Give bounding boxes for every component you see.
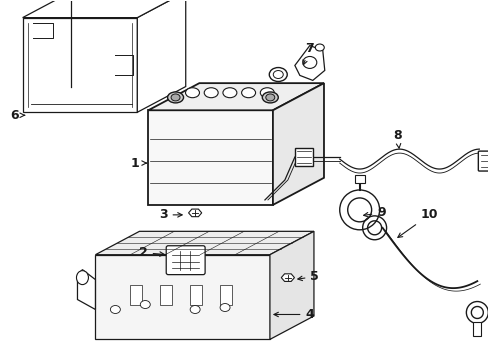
- Polygon shape: [137, 0, 185, 112]
- Text: 8: 8: [392, 129, 401, 148]
- Ellipse shape: [171, 94, 180, 101]
- Text: 2: 2: [139, 246, 164, 259]
- Text: 5: 5: [297, 270, 319, 283]
- Bar: [220, 285, 232, 305]
- Polygon shape: [294, 45, 324, 80]
- Ellipse shape: [220, 303, 229, 311]
- Ellipse shape: [273, 71, 283, 78]
- Bar: [354, 175, 364, 183]
- Bar: [190, 285, 202, 305]
- Text: 1: 1: [131, 157, 146, 170]
- Ellipse shape: [223, 88, 236, 98]
- Text: 10: 10: [397, 208, 437, 238]
- Ellipse shape: [204, 88, 218, 98]
- Ellipse shape: [260, 88, 274, 98]
- Bar: [160, 285, 172, 305]
- Bar: [294, 148, 312, 166]
- Text: 6: 6: [10, 109, 25, 122]
- Ellipse shape: [185, 88, 199, 98]
- Polygon shape: [188, 209, 202, 217]
- Ellipse shape: [302, 57, 316, 68]
- Ellipse shape: [140, 301, 150, 309]
- Polygon shape: [148, 110, 272, 205]
- Polygon shape: [272, 83, 324, 205]
- Polygon shape: [269, 231, 313, 339]
- Text: 4: 4: [273, 308, 314, 321]
- Text: 9: 9: [363, 206, 385, 219]
- Polygon shape: [95, 255, 269, 339]
- Ellipse shape: [76, 271, 88, 285]
- Ellipse shape: [241, 88, 255, 98]
- Ellipse shape: [265, 94, 274, 101]
- Text: 3: 3: [159, 208, 182, 221]
- Bar: [472, 323, 480, 336]
- Ellipse shape: [167, 92, 183, 103]
- Ellipse shape: [269, 68, 286, 81]
- Text: 7: 7: [302, 42, 314, 65]
- FancyBboxPatch shape: [477, 151, 488, 171]
- Ellipse shape: [110, 306, 120, 314]
- Polygon shape: [77, 270, 95, 310]
- Polygon shape: [22, 0, 185, 18]
- Polygon shape: [148, 83, 324, 110]
- Polygon shape: [95, 231, 313, 255]
- Bar: [130, 285, 142, 305]
- Polygon shape: [22, 18, 137, 112]
- Ellipse shape: [190, 306, 200, 314]
- FancyBboxPatch shape: [166, 246, 204, 275]
- Polygon shape: [281, 274, 294, 282]
- Ellipse shape: [315, 44, 324, 51]
- Ellipse shape: [262, 92, 278, 103]
